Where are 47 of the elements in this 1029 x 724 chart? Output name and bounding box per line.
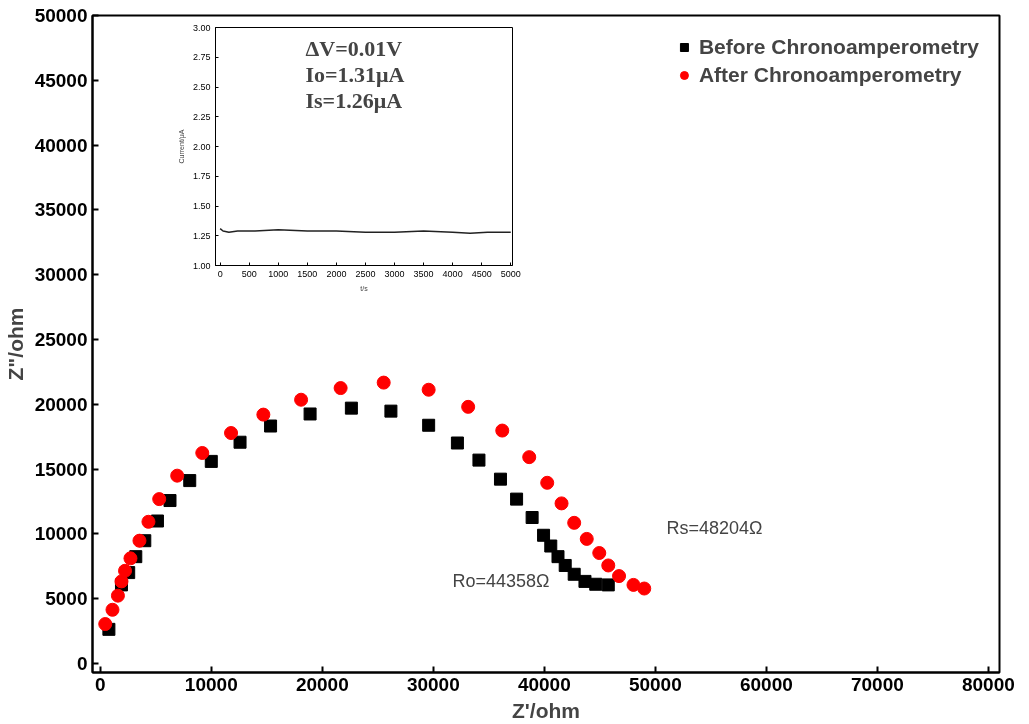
annotation: Io=1.31μA	[305, 62, 405, 87]
y-tick-label: 5000	[45, 588, 88, 610]
x-tick-label: 0	[217, 268, 223, 279]
y-tick-label: 1.50	[192, 201, 211, 211]
y-tick-label: 50000	[34, 5, 88, 26]
x-tick-label: 4000	[442, 268, 463, 279]
y-tick-label: 0	[76, 652, 88, 674]
y-tick-label: 1.00	[192, 260, 211, 271]
x-tick-label: 2500	[355, 268, 376, 279]
y-tick-label: 1.75	[192, 171, 211, 182]
x-tick-label: 50000	[628, 673, 682, 695]
x-tick-label: 40000	[517, 673, 571, 695]
x-tick-label: 3000	[384, 268, 405, 279]
annotation: Ro=44358Ω	[452, 570, 550, 591]
y-tick-label: 25000	[34, 328, 88, 350]
annotation: Rs=48204Ω	[666, 517, 763, 538]
y-tick-label: 1.25	[192, 230, 211, 241]
legend-label: Before Chronoamperometry	[698, 35, 979, 59]
x-tick-label: 1000	[268, 268, 289, 279]
y-tick-label: 2.00	[192, 141, 211, 152]
x-tick-label: 1500	[297, 268, 318, 279]
x-tick-label: 80000	[961, 673, 1015, 695]
x-tick-label: 20000	[295, 673, 349, 695]
x-axis-title: Z'/ohm	[512, 698, 580, 722]
x-tick-label: 4500	[471, 268, 492, 279]
annotation: Is=1.26μA	[305, 88, 403, 113]
y-tick-label: 40000	[34, 134, 88, 156]
y-tick-label: 10000	[34, 523, 88, 545]
y-tick-label: 35000	[34, 199, 88, 221]
annotation: ΔV=0.01V	[305, 36, 403, 61]
y-tick-label: 2.50	[192, 82, 211, 92]
x-tick-label: 2000	[326, 268, 347, 279]
y-tick-label: 3.00	[192, 22, 211, 33]
x-tick-label: 3500	[413, 268, 434, 279]
y-tick-label: 15000	[34, 458, 88, 480]
x-tick-label: 500	[241, 268, 257, 279]
y-tick-label: 20000	[34, 393, 88, 415]
y-tick-label: 2.75	[192, 52, 211, 63]
x-tick-label: 60000	[739, 673, 793, 695]
y-tick-label: 2.25	[192, 111, 211, 122]
x-tick-label: 0	[94, 673, 106, 695]
x-tick-label: 30000	[406, 673, 460, 695]
y-tick-label: 45000	[34, 69, 88, 91]
legend-label: After Chronoamperometry	[698, 63, 962, 87]
x-tick-label: 5000	[500, 268, 521, 279]
y-axis-title: Z"/ohm	[3, 307, 27, 381]
x-tick-label: 70000	[850, 673, 904, 695]
